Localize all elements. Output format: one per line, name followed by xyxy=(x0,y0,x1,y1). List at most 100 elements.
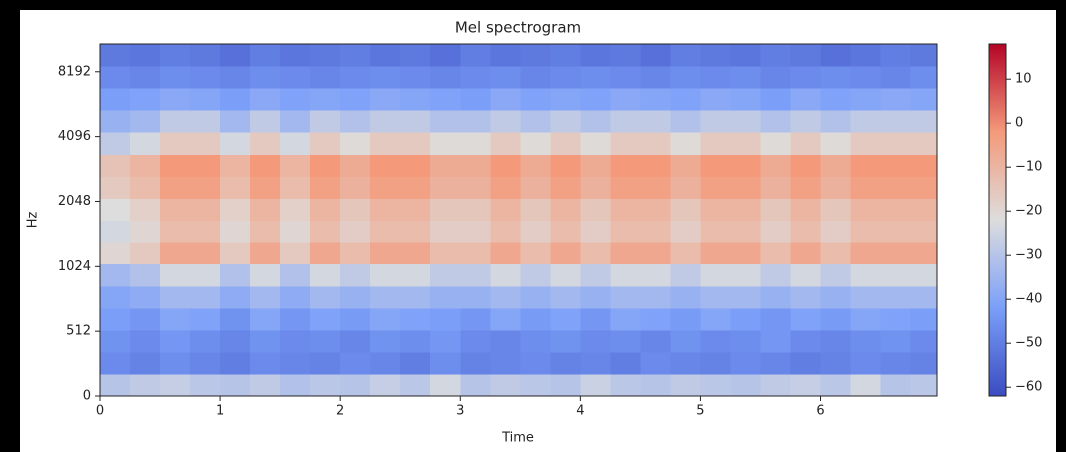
heatmap-cell xyxy=(550,66,581,89)
heatmap-cell xyxy=(160,132,191,155)
heatmap-cell xyxy=(700,241,732,265)
heatmap-cell xyxy=(490,44,521,67)
heatmap-cell xyxy=(910,110,937,133)
heatmap-cell xyxy=(520,176,551,199)
colorbar-tick-label: −40 xyxy=(1015,292,1042,307)
heatmap-cell xyxy=(790,88,822,111)
heatmap-cell xyxy=(100,263,131,287)
heatmap-cell xyxy=(340,329,371,353)
heatmap-cell xyxy=(670,220,702,243)
heatmap-cell xyxy=(670,198,702,221)
heatmap-cell xyxy=(310,373,341,396)
heatmap-cell xyxy=(400,198,431,221)
heatmap-cell xyxy=(520,154,551,177)
heatmap-cell xyxy=(880,88,912,111)
heatmap-cell xyxy=(190,373,221,396)
heatmap-cell xyxy=(640,373,672,396)
heatmap-cell xyxy=(400,285,431,309)
heatmap-cell xyxy=(700,176,732,199)
heatmap-cell xyxy=(580,263,611,287)
heatmap-cell xyxy=(730,241,762,265)
heatmap-cell xyxy=(640,88,672,111)
heatmap-cell xyxy=(130,132,161,155)
heatmap-cell xyxy=(370,110,401,133)
heatmap-cell xyxy=(460,176,491,199)
heatmap-cell xyxy=(700,373,732,396)
heatmap-cell xyxy=(370,373,401,396)
heatmap-cell xyxy=(730,263,762,287)
heatmap-cell xyxy=(520,44,551,67)
heatmap-cell xyxy=(340,44,371,67)
heatmap-cell xyxy=(820,373,852,396)
x-axis-label: Time xyxy=(501,431,534,446)
heatmap-cell xyxy=(610,132,641,155)
heatmap-cell xyxy=(550,241,581,265)
heatmap-cell xyxy=(610,110,641,133)
heatmap-cell xyxy=(730,351,762,375)
heatmap-cell xyxy=(460,66,491,89)
heatmap-cell xyxy=(550,263,581,287)
heatmap-cell xyxy=(580,154,611,177)
heatmap-cell xyxy=(610,154,641,177)
heatmap-cell xyxy=(760,66,792,89)
heatmap-cell xyxy=(760,373,792,396)
heatmap-cell xyxy=(100,110,131,133)
heatmap-cell xyxy=(880,329,912,353)
heatmap-cell xyxy=(340,176,371,199)
heatmap-cell xyxy=(430,88,461,111)
heatmap-cell xyxy=(760,307,792,331)
heatmap-cell xyxy=(820,329,852,353)
heatmap-cell xyxy=(400,176,431,199)
heatmap-cell xyxy=(640,198,672,221)
heatmap-cell xyxy=(280,154,311,177)
heatmap-cell xyxy=(730,154,762,177)
heatmap-cell xyxy=(820,241,852,265)
heatmap-cell xyxy=(460,241,491,265)
heatmap-cell xyxy=(250,351,281,375)
heatmap-cell xyxy=(190,329,221,353)
heatmap-cell xyxy=(790,44,822,67)
heatmap-cell xyxy=(130,110,161,133)
heatmap-cell xyxy=(880,263,912,287)
heatmap-cell xyxy=(820,220,852,243)
heatmap-cell xyxy=(760,88,792,111)
heatmap-cell xyxy=(640,307,672,331)
heatmap-cell xyxy=(520,307,551,331)
x-tick-label: 5 xyxy=(696,404,704,419)
heatmap-cell xyxy=(610,351,641,375)
heatmap-cell xyxy=(160,198,191,221)
heatmap-cell xyxy=(580,351,611,375)
heatmap-cell xyxy=(790,329,822,353)
heatmap-cell xyxy=(250,132,281,155)
heatmap-cell xyxy=(790,263,822,287)
heatmap-cell xyxy=(430,263,461,287)
heatmap-cell xyxy=(130,66,161,89)
x-tick-label: 0 xyxy=(96,404,104,419)
heatmap-cell xyxy=(640,220,672,243)
colorbar xyxy=(988,43,1007,397)
heatmap-cell xyxy=(730,285,762,309)
heatmap-cell xyxy=(280,198,311,221)
x-tick-label: 4 xyxy=(576,404,584,419)
heatmap-cell xyxy=(580,307,611,331)
heatmap-cell xyxy=(280,241,311,265)
heatmap-cell xyxy=(310,44,341,67)
heatmap-cell xyxy=(640,285,672,309)
heatmap-cell xyxy=(400,373,431,396)
heatmap-cell xyxy=(760,132,792,155)
heatmap-cell xyxy=(280,66,311,89)
heatmap-cell xyxy=(460,110,491,133)
heatmap-cell xyxy=(700,307,732,331)
heatmap-cell xyxy=(370,66,401,89)
heatmap-cell xyxy=(400,66,431,89)
heatmap-cell xyxy=(430,132,461,155)
heatmap-cell xyxy=(400,220,431,243)
heatmap-cell xyxy=(850,88,882,111)
heatmap-cell xyxy=(640,154,672,177)
heatmap-cell xyxy=(550,176,581,199)
heatmap-cell xyxy=(100,132,131,155)
heatmap-cell xyxy=(760,241,792,265)
heatmap-cell xyxy=(250,307,281,331)
heatmap-cell xyxy=(430,198,461,221)
